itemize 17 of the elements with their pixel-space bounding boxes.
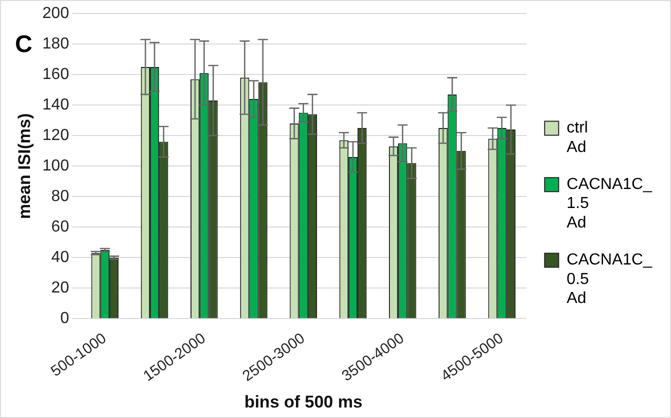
y-tick-label: 120 <box>42 127 70 144</box>
legend-label: ctrl Ad <box>566 120 588 156</box>
x-axis-title: bins of 500 ms <box>244 392 362 412</box>
y-tick-label: 140 <box>42 96 70 114</box>
y-tick-label: 40 <box>51 249 70 266</box>
y-tick-label: 20 <box>51 280 70 297</box>
y-tick-label: 160 <box>42 66 70 84</box>
y-axis-title: mean ISI(ms) <box>14 113 34 220</box>
text: C <box>15 31 32 59</box>
legend-label: CACNA1C_ 0.5 Ad <box>566 252 654 308</box>
y-tick-label: 100 <box>42 158 70 175</box>
y-tick-label: 0 <box>60 310 70 328</box>
y-tick-label: 80 <box>51 188 70 206</box>
y-tick-label: 60 <box>51 218 70 236</box>
y-tick-label: 180 <box>42 36 70 53</box>
legend-label: CACNA1C_ 1.5 Ad <box>566 176 654 232</box>
y-tick-label: 200 <box>42 5 70 22</box>
